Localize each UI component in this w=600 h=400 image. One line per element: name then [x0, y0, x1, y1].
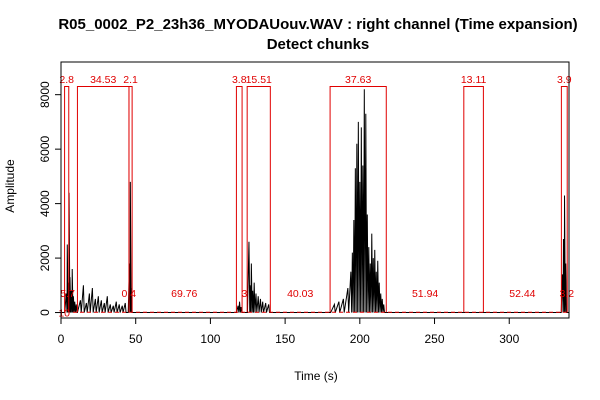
gap-label-layer: 5.7 0.4 69.76 3 40.03 51.94 52.44 3.2	[60, 288, 574, 300]
gap-duration-label: 52.44	[509, 288, 535, 300]
x-tick-label: 250	[425, 332, 445, 346]
y-axis: 0 2000 4000 6000 8000	[38, 81, 61, 316]
chunk-box-5	[329, 86, 387, 313]
chunk-duration-label: 2.8	[59, 74, 74, 86]
plot-area: 10 2.8 34.53 2.1 3.8 15.51 37.63 13.11 3.9 5.7 0…	[58, 74, 574, 319]
chunk-layer	[64, 86, 568, 313]
threshold-layer: 10	[58, 307, 569, 319]
chunk-box-0	[64, 86, 70, 313]
chunk-box-3	[235, 86, 243, 313]
chunk-box-2	[128, 86, 133, 313]
x-tick-label: 100	[200, 332, 220, 346]
chunk-duration-label: 37.63	[345, 74, 371, 86]
y-tick-label: 2000	[38, 244, 52, 271]
gap-duration-label: 3.2	[559, 288, 574, 300]
chart-title: R05_0002_P2_23h36_MYODAUouv.WAV : right …	[58, 16, 577, 33]
chunk-duration-label: 13.11	[461, 74, 487, 86]
y-tick-label: 6000	[38, 135, 52, 162]
chart-subtitle: Detect chunks	[267, 36, 370, 53]
signal-layer	[61, 89, 569, 314]
x-tick-label: 200	[350, 332, 370, 346]
chunk-box-4	[246, 86, 271, 313]
gap-duration-label: 0.4	[122, 288, 137, 300]
x-tick-label: 300	[499, 332, 519, 346]
x-tick-label: 50	[129, 332, 143, 346]
chunk-box-6	[463, 86, 484, 313]
threshold-label: 10	[58, 307, 70, 319]
chunk-box-1	[76, 86, 130, 313]
y-tick-label: 0	[38, 309, 52, 316]
gap-duration-label: 51.94	[412, 288, 438, 300]
y-tick-label: 8000	[38, 81, 52, 108]
x-axis: 0 50 100 150 200 250 300	[58, 318, 520, 346]
gap-duration-label: 3	[242, 288, 248, 300]
plot-frame	[60, 61, 570, 319]
chunk-label-layer: 2.8 34.53 2.1 3.8 15.51 37.63 13.11 3.9	[59, 74, 571, 86]
x-tick-label: 0	[58, 332, 65, 346]
y-tick-label: 4000	[38, 190, 52, 217]
gap-duration-label: 40.03	[287, 288, 313, 300]
chunk-box-7	[560, 86, 568, 313]
signal-waveform	[61, 89, 569, 314]
chunk-duration-label: 3.9	[557, 74, 572, 86]
gap-duration-label: 69.76	[171, 288, 197, 300]
gap-duration-label: 5.7	[60, 288, 75, 300]
chunk-duration-label: 3.8	[232, 74, 247, 86]
x-axis-label: Time (s)	[294, 369, 338, 383]
chunk-duration-label: 15.51	[246, 74, 272, 86]
chunk-duration-label: 2.1	[123, 74, 138, 86]
x-tick-label: 150	[275, 332, 295, 346]
y-axis-label: Amplitude	[3, 159, 17, 213]
chunk-duration-label: 34.53	[90, 74, 116, 86]
